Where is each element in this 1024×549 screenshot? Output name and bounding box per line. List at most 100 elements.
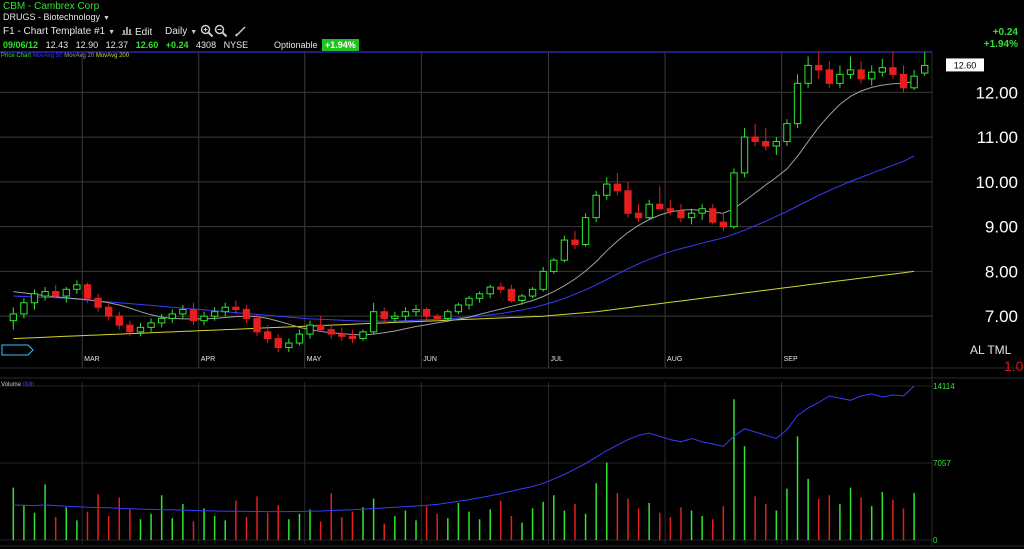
month-tick-label: APR bbox=[201, 356, 215, 363]
candle-body bbox=[401, 311, 410, 317]
sector-label: DRUGS - Biotechnology bbox=[3, 12, 101, 22]
last-price-box bbox=[946, 58, 984, 72]
caret-down-icon: ▼ bbox=[103, 15, 110, 22]
legend-volume-ma: 0Mh bbox=[22, 382, 35, 388]
candle-body bbox=[136, 326, 145, 333]
candle-body bbox=[380, 311, 388, 319]
period-selector[interactable]: Daily ▼ bbox=[165, 26, 197, 38]
quote-high: 12.90 bbox=[75, 40, 99, 50]
candle-body bbox=[179, 308, 187, 315]
candle-body bbox=[783, 123, 791, 143]
candle-body bbox=[857, 69, 865, 80]
volume-tick-label: 7057 bbox=[933, 459, 951, 468]
candle-body bbox=[41, 291, 49, 297]
caret-down-icon: ▼ bbox=[190, 29, 198, 36]
candle-body bbox=[539, 270, 547, 290]
candle-body bbox=[444, 311, 452, 319]
candle-body bbox=[878, 67, 886, 73]
candle-body bbox=[550, 259, 558, 272]
zoom-out-icon[interactable] bbox=[214, 24, 228, 38]
percent-change-value: +1.94% bbox=[983, 39, 1018, 50]
candle-body bbox=[825, 69, 834, 84]
candle-body bbox=[454, 304, 463, 313]
quote-exchange: NYSE bbox=[223, 40, 249, 50]
candle-body bbox=[20, 302, 28, 315]
candle-body bbox=[868, 71, 876, 80]
candle-body bbox=[719, 221, 728, 228]
candle-body bbox=[899, 73, 908, 89]
zoom-in-icon[interactable] bbox=[200, 24, 214, 38]
candle-body bbox=[115, 315, 123, 326]
month-tick-label: AUG bbox=[667, 356, 682, 363]
quote-low: 12.37 bbox=[105, 40, 129, 50]
candle-body bbox=[263, 331, 272, 340]
candle-body bbox=[306, 324, 314, 335]
candle-body bbox=[836, 73, 844, 84]
month-tick-label: MAY bbox=[307, 356, 322, 363]
candle-body bbox=[815, 64, 823, 71]
candle-body bbox=[507, 288, 516, 302]
template-selector[interactable]: F1 - Chart Template #1 ▼ bbox=[3, 26, 115, 38]
candle-body bbox=[465, 297, 473, 306]
candle-body bbox=[327, 329, 335, 335]
candle-body bbox=[762, 141, 770, 147]
candle-body bbox=[189, 308, 198, 322]
candle-body bbox=[200, 315, 208, 322]
caret-down-icon: ▼ bbox=[108, 29, 116, 36]
candle-body bbox=[677, 210, 685, 219]
left-marker-icon bbox=[1, 344, 34, 356]
volume-tick-label: 0 bbox=[933, 536, 938, 545]
legend-price: Price Chart bbox=[1, 53, 32, 59]
candle-body bbox=[889, 67, 897, 75]
candle-body bbox=[348, 335, 357, 340]
draw-pencil-icon[interactable] bbox=[234, 24, 248, 38]
candle-body bbox=[592, 194, 600, 219]
candle-body bbox=[359, 331, 367, 340]
month-tick-label: SEP bbox=[784, 356, 798, 363]
candle-body bbox=[603, 183, 611, 196]
candle-body bbox=[242, 308, 251, 319]
candle-body bbox=[295, 333, 304, 344]
candle-body bbox=[709, 208, 717, 223]
ma10-line bbox=[13, 81, 915, 336]
candle-body bbox=[30, 293, 39, 304]
edit-button[interactable]: Edit bbox=[122, 26, 152, 38]
candle-body bbox=[104, 306, 113, 317]
legend-ma3: MovAvg 200 bbox=[95, 53, 130, 59]
candle-body bbox=[126, 324, 134, 333]
candle-body bbox=[274, 338, 282, 349]
period-label: Daily bbox=[165, 26, 188, 37]
candle-body bbox=[804, 64, 812, 84]
candle-body bbox=[221, 306, 229, 313]
quote-change: +0.24 bbox=[165, 40, 189, 50]
candle-body bbox=[624, 190, 632, 214]
price-tick-label: 12.00 bbox=[975, 83, 1018, 102]
candle-body bbox=[645, 203, 653, 219]
candle-body bbox=[73, 284, 81, 290]
volume-legend: Volume 0Mh bbox=[1, 381, 34, 389]
quote-volume: 4308 bbox=[196, 40, 217, 50]
candle-body bbox=[581, 217, 590, 246]
candle-body bbox=[634, 212, 643, 219]
ticker-name: CBM - Cambrex Corp bbox=[3, 1, 100, 12]
candle-body bbox=[338, 333, 346, 337]
sector-selector[interactable]: DRUGS - Biotechnology ▼ bbox=[3, 12, 110, 24]
candle-body bbox=[94, 297, 102, 308]
candle-body bbox=[412, 308, 420, 313]
candle-body bbox=[497, 286, 505, 290]
candle-body bbox=[433, 315, 441, 319]
candle-body bbox=[62, 288, 70, 297]
candle-body bbox=[528, 288, 537, 297]
candle-body bbox=[846, 69, 855, 75]
candle-body bbox=[9, 313, 17, 322]
legend-ma1: MovAvg 50 bbox=[32, 53, 63, 59]
price-tick-label: 11.00 bbox=[977, 128, 1018, 147]
candle-body bbox=[560, 239, 569, 261]
candle-body bbox=[210, 311, 219, 317]
volume-tick-label: 14114 bbox=[933, 382, 955, 391]
change-value: +0.24 bbox=[992, 27, 1018, 38]
ma50-line bbox=[13, 155, 915, 322]
candle-body bbox=[687, 212, 696, 219]
edit-label: Edit bbox=[135, 27, 153, 38]
